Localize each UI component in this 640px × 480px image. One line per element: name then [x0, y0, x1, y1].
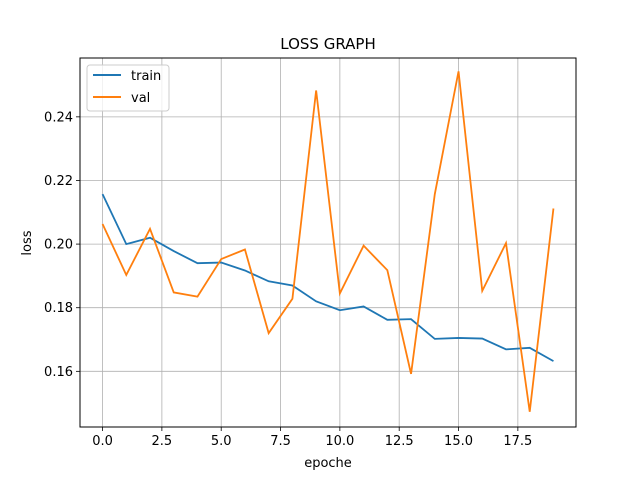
- legend: train val: [86, 64, 170, 112]
- plot-area: [80, 58, 576, 427]
- legend-label-val: val: [131, 91, 150, 106]
- series-line-val: [101, 71, 555, 412]
- axis-ticks: 0.0 2.5 5.0 7.5 10.0 12.5 15.0 17.5 0.16 0.18 0.20…: [44, 110, 532, 449]
- y-tick-label: 0.24: [44, 110, 73, 125]
- x-tick-label: 17.5: [503, 434, 532, 449]
- grid-lines: [80, 58, 576, 427]
- x-tick-label: 2.5: [152, 434, 173, 449]
- y-tick-label: 0.20: [44, 238, 73, 253]
- x-tick-label: 7.5: [270, 434, 291, 449]
- series-line-train: [101, 193, 554, 362]
- legend-box: [86, 64, 170, 112]
- x-tick-label: 5.0: [211, 434, 232, 449]
- y-tick-label: 0.22: [44, 174, 73, 189]
- x-tick-label: 0.0: [92, 434, 113, 449]
- chart-title: LOSS GRAPH: [280, 35, 375, 53]
- y-axis-label: loss: [20, 230, 35, 255]
- series-layer: [101, 71, 555, 412]
- x-axis-label: epoche: [304, 456, 352, 471]
- y-tick-label: 0.16: [44, 365, 73, 380]
- x-tick-label: 10.0: [325, 434, 354, 449]
- y-tick-label: 0.18: [44, 301, 73, 316]
- x-tick-label: 15.0: [444, 434, 473, 449]
- x-tick-label: 12.5: [385, 434, 414, 449]
- legend-label-train: train: [131, 69, 161, 84]
- plot-frame: [79, 57, 577, 428]
